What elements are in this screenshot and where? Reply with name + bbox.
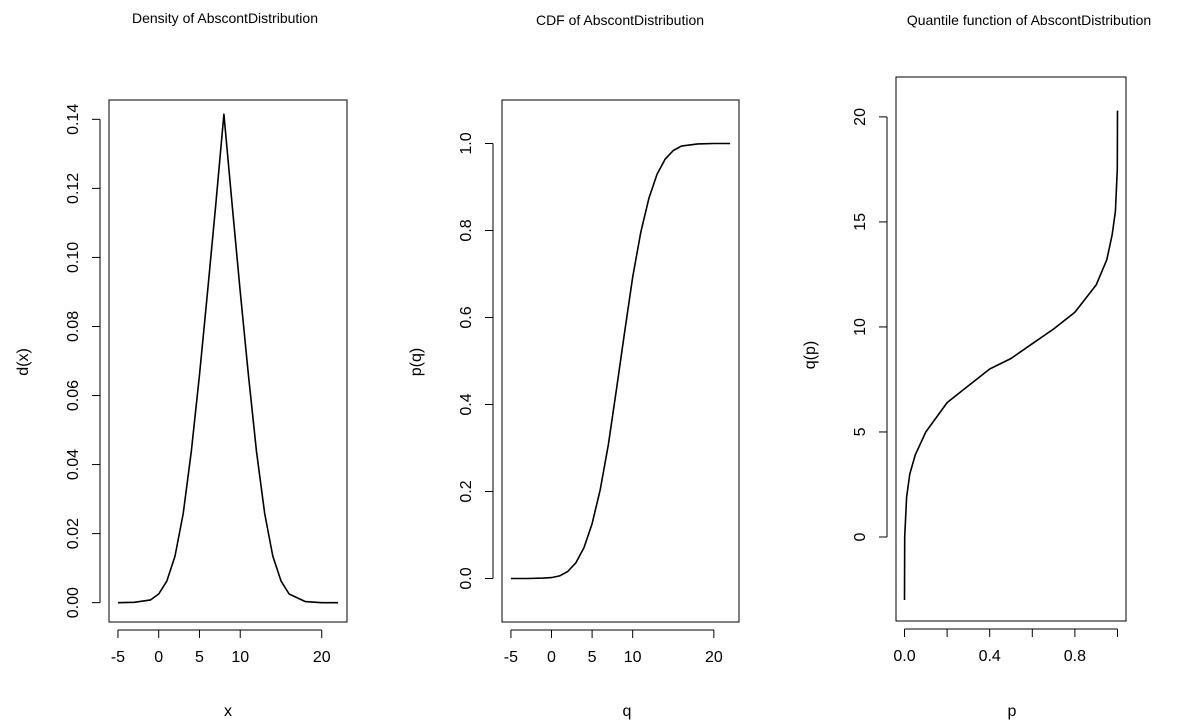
panel-2-x-tick-label: 10 <box>624 649 642 666</box>
panel-2-title: CDF of AbscontDistribution <box>536 12 704 28</box>
panel-1-x-tick-label: 0 <box>154 649 163 666</box>
panel-3-title: Quantile function of AbscontDistribution <box>907 12 1151 28</box>
panel-1-y-tick-label: 0.10 <box>65 242 82 273</box>
panel-1-y-tick-label: 0.00 <box>65 587 82 618</box>
panel-1-y-tick-label: 0.08 <box>65 311 82 342</box>
panel-2-x-axis-label: q <box>623 703 632 720</box>
panel-3-x-tick-label: 0.4 <box>979 648 1001 665</box>
panel-2-y-tick-label: 1.0 <box>458 132 475 154</box>
panel-1-x-axis-label: x <box>224 703 232 720</box>
panel-1-x-tick-label: 5 <box>195 649 204 666</box>
panel-2-y-tick-label: 0.0 <box>458 567 475 589</box>
panel-2-x-tick-label: 20 <box>705 649 723 666</box>
panel-3-y-tick-label: 15 <box>852 213 869 231</box>
panel-2-x-tick-label: 0 <box>547 649 556 666</box>
panel-2-x-tick-label: 5 <box>588 649 597 666</box>
panel-3-x-tick-label: 0.0 <box>893 648 915 665</box>
panel-1-y-tick-label: 0.04 <box>65 449 82 480</box>
panel-1-y-tick-label: 0.12 <box>65 173 82 204</box>
panel-2-y-tick-label: 0.4 <box>458 393 475 415</box>
panel-2-y-tick-label: 0.2 <box>458 480 475 502</box>
panel-3-y-tick-label: 0 <box>852 532 869 541</box>
panel-2-series-line <box>510 142 731 580</box>
panel-1-series-line <box>117 113 338 604</box>
panel-1-y-tick-label: 0.14 <box>65 104 82 135</box>
panel-3-y-axis-label: q(p) <box>802 341 819 369</box>
panel-3-x-axis-label: p <box>1008 703 1017 720</box>
panel-3-x-tick-label: 0.8 <box>1064 648 1086 665</box>
panel-1-y-tick-label: 0.06 <box>65 380 82 411</box>
panel-2-y-tick-label: 0.8 <box>458 219 475 241</box>
panel-3-y-tick-label: 10 <box>852 318 869 336</box>
panel-2-plot-frame <box>501 99 740 623</box>
panel-2-y-tick-label: 0.6 <box>458 306 475 328</box>
panel-2-y-axis-label: p(q) <box>408 348 425 376</box>
panel-1-plot-frame <box>108 99 348 623</box>
panel-1-y-axis-label: d(x) <box>15 348 32 376</box>
panel-3-y-tick-label: 20 <box>852 108 869 126</box>
panel-3-plot-frame <box>895 76 1127 622</box>
panel-2-x-tick-label: -5 <box>504 649 518 666</box>
panel-3-series-line <box>903 110 1119 601</box>
panel-1-title: Density of AbscontDistribution <box>132 10 318 26</box>
panel-1-x-tick-label: 20 <box>313 649 331 666</box>
panel-1-y-tick-label: 0.02 <box>65 518 82 549</box>
panel-3-y-tick-label: 5 <box>852 427 869 436</box>
panel-1-x-tick-label: 10 <box>231 649 249 666</box>
panel-1-x-tick-label: -5 <box>111 649 125 666</box>
